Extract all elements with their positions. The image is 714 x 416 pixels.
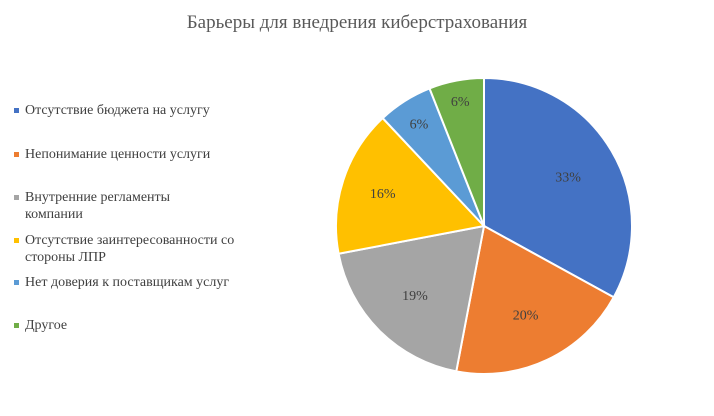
pie-slice [335,116,486,255]
legend-item: Нет доверия к поставщикам услуг [14,274,264,291]
legend-label: Внутренние регламенты компании [25,190,171,222]
pie-slice [428,76,485,227]
legend-item: Непонимание ценности услуги [14,146,264,163]
legend-item: Другое [14,317,264,334]
legend-swatch [14,323,19,328]
legend-item: Внутренние регламенты компании [14,189,214,223]
slice-value-label: 19% [402,289,428,304]
legend-swatch [14,152,19,157]
legend-label: Другое [25,318,68,333]
slice-value-label: 33% [555,170,581,185]
chart-title: Барьеры для внедрения киберстрахования [186,12,528,33]
pie-slice [337,224,486,373]
legend-label: Отсутствие бюджета на услугу [25,103,210,118]
legend-item: Отсутствие заинтересованности со стороны… [14,232,259,266]
slice-value-label: 6% [451,95,470,110]
legend-label: Нет доверия к поставщикам услуг [25,275,230,290]
legend-swatch [14,280,19,285]
legend-label: Отсутствие заинтересованности со стороны… [25,233,235,265]
legend-swatch [14,195,19,200]
legend-swatch [14,108,19,113]
pie-slice [455,224,616,375]
legend-item: Отсутствие бюджета на услугу [14,102,264,119]
legend-swatch [14,238,19,243]
legend-label: Непонимание ценности услуги [25,147,211,162]
slice-value-label: 20% [513,308,539,323]
pie-slice [483,76,633,299]
slice-value-label: 16% [370,187,396,202]
slice-value-label: 6% [410,118,429,133]
